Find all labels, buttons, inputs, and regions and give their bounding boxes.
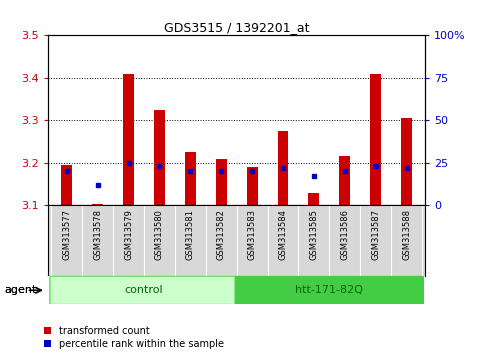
- Bar: [216, 159, 227, 205]
- Bar: [92, 204, 103, 205]
- Text: GSM313580: GSM313580: [155, 209, 164, 260]
- Text: GSM313583: GSM313583: [248, 209, 256, 260]
- Bar: [278, 131, 288, 205]
- Bar: [185, 152, 196, 205]
- Bar: [61, 165, 72, 205]
- Bar: [401, 118, 412, 205]
- FancyBboxPatch shape: [50, 276, 238, 304]
- Text: GSM313586: GSM313586: [340, 209, 349, 260]
- Text: GSM313588: GSM313588: [402, 209, 411, 260]
- Legend: transformed count, percentile rank within the sample: transformed count, percentile rank withi…: [43, 326, 224, 349]
- Text: control: control: [125, 285, 163, 295]
- Title: GDS3515 / 1392201_at: GDS3515 / 1392201_at: [164, 21, 310, 34]
- Bar: [340, 156, 350, 205]
- Text: GSM313577: GSM313577: [62, 209, 71, 260]
- Text: GSM313584: GSM313584: [279, 209, 287, 260]
- Text: GSM313579: GSM313579: [124, 209, 133, 260]
- FancyBboxPatch shape: [235, 276, 424, 304]
- Bar: [154, 110, 165, 205]
- Text: htt-171-82Q: htt-171-82Q: [295, 285, 363, 295]
- Text: GSM313585: GSM313585: [310, 209, 318, 260]
- Text: agent: agent: [5, 285, 37, 295]
- Text: agent: agent: [5, 285, 37, 295]
- Bar: [247, 167, 257, 205]
- Text: GSM313581: GSM313581: [186, 209, 195, 260]
- Bar: [123, 74, 134, 205]
- Text: GSM313578: GSM313578: [93, 209, 102, 260]
- Bar: [309, 193, 319, 205]
- Bar: [370, 74, 381, 205]
- Text: GSM313587: GSM313587: [371, 209, 380, 260]
- Text: GSM313582: GSM313582: [217, 209, 226, 260]
